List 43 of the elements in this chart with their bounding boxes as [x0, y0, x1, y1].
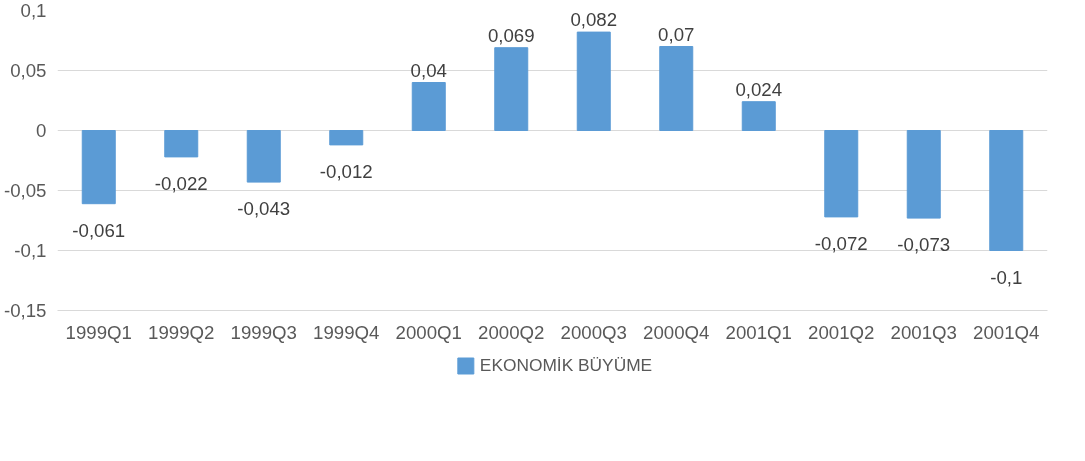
data-label: -0,1 — [990, 266, 1023, 288]
x-tick-label: 2000Q1 — [395, 321, 462, 343]
y-tick-label: 0,05 — [10, 60, 47, 81]
bar — [576, 31, 611, 131]
data-label: -0,061 — [72, 219, 126, 241]
data-label: 0,07 — [658, 23, 695, 45]
x-tick-label: 1999Q1 — [65, 321, 132, 343]
data-label: 0,024 — [735, 78, 783, 100]
x-tick-label: 1999Q3 — [230, 321, 297, 343]
y-tick-label: 0 — [36, 120, 47, 141]
bar — [906, 130, 941, 219]
legend-label: EKONOMİK BÜYÜME — [479, 354, 653, 376]
bar — [494, 47, 529, 131]
data-label: -0,072 — [814, 232, 868, 254]
bar — [741, 101, 776, 131]
data-label: 0,082 — [570, 9, 618, 31]
x-tick-label: 2001Q2 — [808, 321, 875, 343]
data-label: 0,069 — [487, 24, 535, 46]
data-label: -0,012 — [319, 160, 373, 182]
x-tick-label: 1999Q2 — [148, 321, 215, 343]
y-tick-label: -0,15 — [3, 300, 47, 321]
bar — [164, 130, 199, 158]
y-tick-label: -0,05 — [3, 180, 47, 201]
x-tick-label: 2001Q4 — [973, 321, 1040, 343]
y-tick-label: 0,1 — [20, 0, 47, 21]
bar — [989, 130, 1024, 251]
data-label: -0,022 — [154, 172, 208, 194]
x-tick-label: 2000Q3 — [560, 321, 627, 343]
bar — [659, 46, 694, 131]
bar — [824, 130, 859, 218]
bar — [329, 130, 364, 146]
data-label: -0,073 — [897, 234, 951, 256]
x-tick-label: 1999Q4 — [313, 321, 380, 343]
y-tick-label: -0,1 — [14, 240, 47, 261]
bar — [246, 130, 281, 183]
x-tick-label: 2001Q1 — [725, 321, 792, 343]
x-tick-label: 2000Q4 — [643, 321, 710, 343]
data-label: 0,04 — [410, 59, 447, 81]
x-tick-label: 2000Q2 — [478, 321, 545, 343]
bar — [81, 130, 116, 205]
x-tick-label: 2001Q3 — [890, 321, 957, 343]
bar — [411, 82, 446, 131]
data-label: -0,043 — [237, 198, 291, 220]
